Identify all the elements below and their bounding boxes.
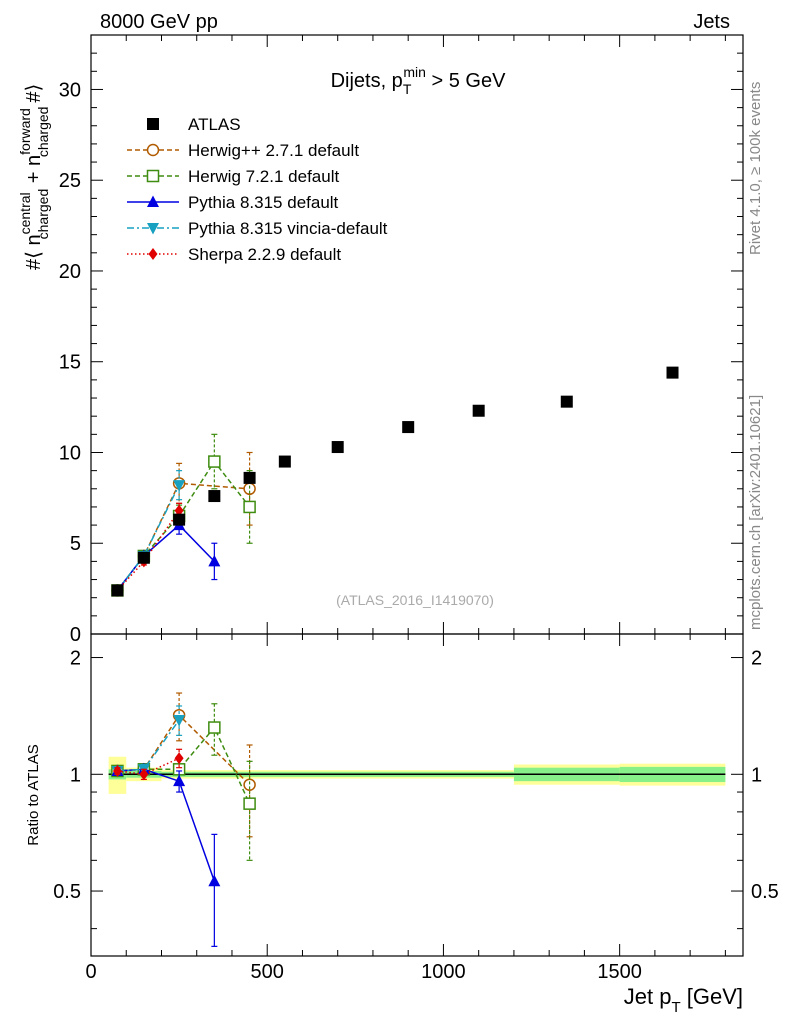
data-point-pythia: [208, 874, 221, 887]
ylabel-end: #⟩: [23, 84, 45, 103]
ratio-y-tick-label: 1: [70, 764, 81, 786]
data-point-atlas: [137, 551, 150, 564]
ratio-y-tick-label: 0.5: [53, 881, 81, 903]
ratio-y-label: Ratio to ATLAS: [25, 744, 42, 845]
series-herwig7: [111, 703, 256, 861]
legend-marker-herwigpp: [146, 143, 160, 157]
main-panel: 0 5 10 15 20 25 30 Dijets, pTmin > 5 GeV (ATLA…: [17, 34, 744, 646]
series-line-sherpa: [117, 757, 180, 776]
y-tick-label: 0: [70, 624, 81, 646]
series-line-herwigpp: [116, 482, 250, 591]
data-point-vincia: [173, 715, 186, 727]
data-point-atlas: [243, 471, 256, 484]
legend-label-herwigpp: Herwig++ 2.7.1 default: [188, 141, 359, 160]
header-right: Jets: [693, 11, 730, 33]
data-point-atlas: [111, 584, 124, 597]
data-point-atlas: [331, 441, 344, 454]
data-point-sherpa: [174, 752, 184, 765]
legend-marker-atlas: [147, 118, 159, 130]
series-vincia: [111, 470, 186, 597]
data-point-herwig7: [208, 455, 221, 468]
y-tick-label: 15: [59, 352, 81, 374]
y-tick-label: 10: [59, 442, 81, 464]
legend-label-atlas: ATLAS: [188, 115, 241, 134]
plot-title: Dijets, pTmin > 5 GeV: [331, 64, 507, 97]
data-point-sherpa: [112, 764, 122, 777]
legend-label-sherpa: Sherpa 2.2.9 default: [188, 245, 341, 264]
y-tick-label: 25: [59, 170, 81, 192]
legend-marker-herwig7: [146, 169, 160, 183]
data-point-pythia: [173, 774, 186, 787]
data-point-atlas: [560, 395, 573, 408]
data-point-atlas: [402, 421, 415, 434]
ratio-frame: [90, 633, 744, 957]
ratio-y-tick-label-right: 1: [751, 764, 762, 786]
series-pythia: [111, 762, 221, 947]
ratio-y-tick-label-right: 2: [751, 648, 762, 670]
data-point-herwig7: [243, 797, 256, 810]
data-point-vincia: [173, 480, 186, 492]
title-sub: T: [403, 81, 412, 97]
data-point-herwig7: [208, 721, 221, 734]
ratio-series-layer: [111, 692, 256, 947]
ylabel-a: #⟨ n: [23, 234, 45, 270]
xlabel-a: Jet p: [624, 984, 672, 1009]
xlabel-sub: T: [671, 999, 680, 1016]
rivet-label: Rivet 4.1.0, ≥ 100k events: [747, 82, 764, 255]
series-atlas: [111, 366, 679, 597]
series-line-sherpa: [116, 510, 180, 591]
ylabel-plus: + n: [23, 155, 45, 189]
ratio-y-tick-label-right: 0.5: [751, 881, 779, 903]
ratio-uncertainty-band: [108, 756, 726, 794]
title-prefix: Dijets, p: [331, 70, 403, 92]
x-tick-label: 1500: [597, 961, 642, 983]
mcplots-label: mcplots.cern.ch [arXiv:2401.10621]: [747, 395, 764, 630]
main-y-label: #⟨ ncentral charged + nforward charged#⟩: [17, 84, 51, 270]
ylabel-sub2: charged: [35, 107, 51, 158]
data-point-atlas: [472, 404, 485, 417]
legend-label-pythia: Pythia 8.315 default: [188, 193, 339, 212]
y-tick-label: 30: [59, 79, 81, 101]
series-sherpa: [112, 748, 184, 781]
series-line-vincia: [116, 484, 180, 591]
data-point-sherpa: [174, 504, 184, 517]
ylabel-sup1: central: [17, 192, 33, 234]
data-point-sherpa: [139, 768, 149, 781]
series-line-vincia: [117, 719, 180, 772]
x-tick-label: 0: [85, 961, 96, 983]
series-line-pythia: [116, 524, 215, 591]
x-tick-label: 500: [251, 961, 284, 983]
ratio-panel: 0.5 0.5 1 1 2 2 0 500 1000 1500 Ratio to ATLAS Je…: [25, 633, 779, 1016]
legend-label-vincia: Pythia 8.315 vincia-default: [188, 219, 388, 238]
legend-marker-vincia: [147, 223, 159, 235]
data-point-atlas: [208, 490, 221, 503]
y-tick-label: 5: [70, 533, 81, 555]
ylabel-sup2: forward: [17, 108, 33, 155]
main-series-layer: [111, 366, 679, 597]
x-tick-label: 1000: [421, 961, 466, 983]
data-point-atlas: [278, 455, 291, 468]
header-left: 8000 GeV pp: [100, 11, 218, 33]
legend-marker-sherpa: [148, 248, 158, 260]
series-line-pythia: [117, 768, 216, 882]
data-point-herwig7: [243, 500, 256, 514]
legend-label-herwig7: Herwig 7.2.1 default: [188, 167, 339, 186]
ratio-axis-ticks: 0.5 0.5 1 1 2 2 0 500 1000 1500: [53, 634, 779, 983]
legend: ATLAS Herwig++ 2.7.1 default Herwig 7.2.1 …: [127, 115, 388, 264]
ylabel-sub1: charged: [35, 189, 51, 240]
y-tick-label: 20: [59, 261, 81, 283]
data-point-atlas: [173, 513, 186, 526]
title-suffix: > 5 GeV: [426, 70, 506, 92]
xlabel-b: [GeV]: [681, 984, 743, 1009]
x-axis-label: Jet pT [GeV]: [624, 984, 743, 1016]
ratio-y-tick-label: 2: [70, 648, 81, 670]
data-point-atlas: [666, 366, 679, 379]
main-axis-ticks: 0 5 10 15 20 25 30: [59, 34, 743, 646]
series-pythia: [111, 515, 221, 596]
legend-marker-pythia: [147, 195, 159, 207]
title-sup: min: [403, 64, 426, 80]
data-point-pythia: [208, 554, 221, 567]
watermark: (ATLAS_2016_I1419070): [336, 592, 494, 608]
